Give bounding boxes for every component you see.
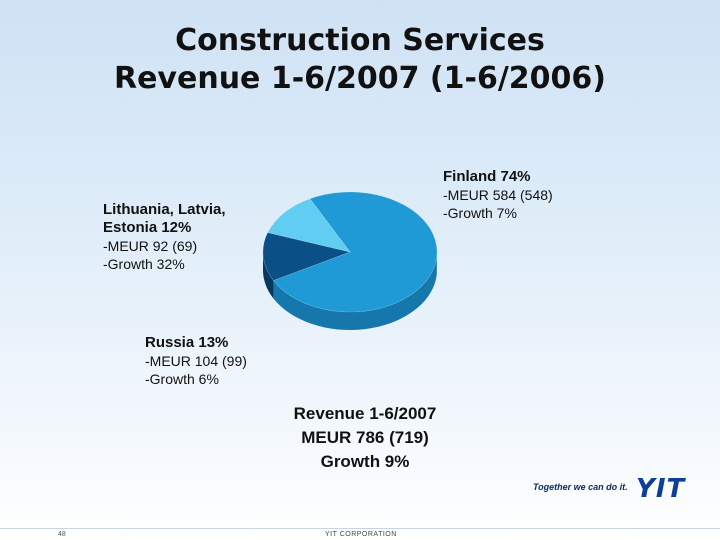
finland-label: Finland 74% -MEUR 584 (548) -Growth 7% bbox=[443, 168, 553, 222]
baltics-label-growth: -Growth 32% bbox=[103, 256, 185, 272]
total-line-3: Growth 9% bbox=[320, 452, 410, 471]
pie-side-1 bbox=[263, 252, 274, 299]
russia-label-head: Russia 13% bbox=[145, 334, 229, 351]
total-line-1: Revenue 1-6/2007 bbox=[293, 404, 437, 423]
title-line-1: Construction Services bbox=[175, 23, 545, 58]
pie-slice-0 bbox=[272, 191, 438, 313]
russia-label-growth: -Growth 6% bbox=[145, 371, 219, 387]
page-number: 48 bbox=[58, 531, 66, 538]
finland-label-growth: -Growth 7% bbox=[443, 205, 517, 221]
baltics-label-head-1: Lithuania, Latvia, bbox=[103, 201, 226, 218]
pie-side-0 bbox=[273, 255, 437, 330]
russia-label: Russia 13% -MEUR 104 (99) -Growth 6% bbox=[145, 334, 247, 388]
baltics-label-meur: -MEUR 92 (69) bbox=[103, 238, 198, 254]
title-line-2: Revenue 1-6/2007 (1-6/2006) bbox=[113, 61, 607, 96]
total-line-2: MEUR 786 (719) bbox=[301, 428, 429, 447]
revenue-total: Revenue 1-6/2007 MEUR 786 (719) Growth 9… bbox=[240, 402, 490, 474]
pie-slice-2 bbox=[267, 198, 351, 253]
finland-label-meur: -MEUR 584 (548) bbox=[443, 187, 553, 203]
russia-label-meur: -MEUR 104 (99) bbox=[145, 353, 247, 369]
pie-slice-1 bbox=[262, 232, 352, 281]
corporation-name: YIT CORPORATION bbox=[325, 531, 397, 538]
baltics-label: Lithuania, Latvia, Estonia 12% -MEUR 92 … bbox=[103, 201, 226, 273]
finland-label-head: Finland 74% bbox=[443, 168, 531, 185]
slide-title: Construction Services Revenue 1-6/2007 (… bbox=[0, 22, 720, 98]
tagline: Together we can do it. bbox=[533, 482, 628, 492]
footer-divider bbox=[0, 528, 720, 529]
yit-logo: YIT bbox=[636, 474, 686, 504]
baltics-label-head-2: Estonia 12% bbox=[103, 219, 192, 236]
